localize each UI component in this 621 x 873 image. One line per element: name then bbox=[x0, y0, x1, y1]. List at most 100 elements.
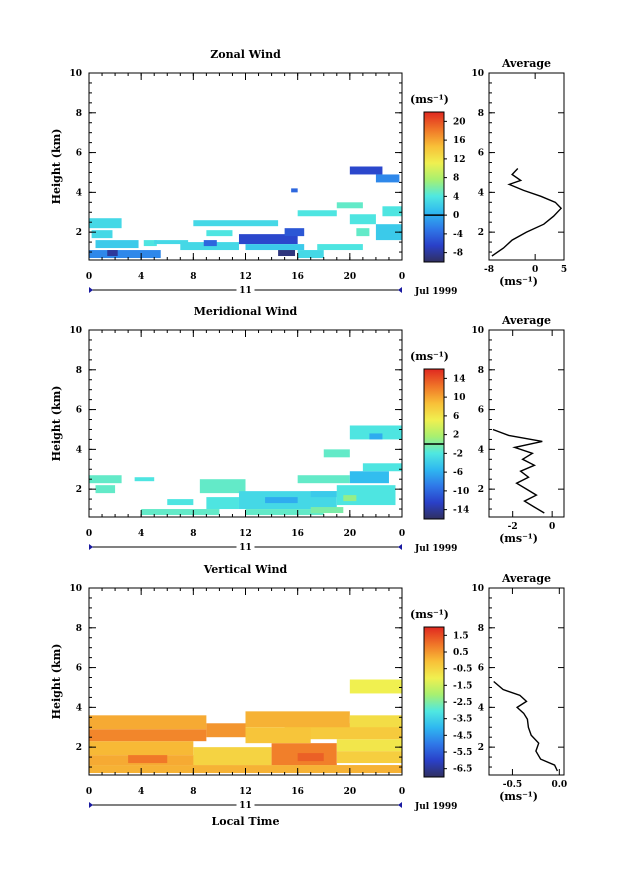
heatmap-cell bbox=[238, 234, 298, 245]
colorbar-tick-label: -8 bbox=[453, 249, 463, 259]
panel-title: Vertical Wind bbox=[203, 563, 288, 576]
heatmap-cell bbox=[95, 485, 116, 494]
average-y-tick-label: 8 bbox=[478, 366, 484, 376]
panel-3: Vertical Wind Height (km) 0 4 8 12 16 20 0 2 4 6 8 10… bbox=[50, 563, 567, 828]
heatmap-cell bbox=[317, 244, 363, 251]
y-tick-label: 6 bbox=[76, 664, 82, 674]
heatmap-cell bbox=[95, 240, 139, 249]
colorbar-tick-label: 2 bbox=[453, 431, 459, 441]
heatmap-cells bbox=[89, 679, 402, 774]
heatmap-cell bbox=[278, 248, 296, 257]
colorbar bbox=[423, 111, 445, 263]
colorbar-tick-label: 4 bbox=[453, 192, 459, 202]
colorbar-tick-label: 12 bbox=[453, 155, 466, 165]
colorbar-unit-label: (ms⁻¹) bbox=[410, 93, 449, 106]
x-tick-label: 12 bbox=[239, 272, 252, 282]
heatmap-cell bbox=[199, 479, 246, 494]
day-line-start-marker bbox=[89, 544, 93, 550]
heatmap-cell bbox=[91, 230, 113, 239]
colorbar-tick-label: -2.5 bbox=[453, 698, 472, 708]
heatmap-cell bbox=[265, 497, 298, 504]
average-profile-line bbox=[492, 428, 545, 514]
colorbar-tick-label: -1.5 bbox=[453, 681, 472, 691]
heatmap-cell bbox=[349, 679, 402, 694]
heatmap-cell bbox=[245, 727, 311, 744]
heatmap-cell bbox=[284, 228, 305, 237]
average-frame bbox=[488, 587, 565, 776]
heatmap-cell bbox=[206, 723, 246, 738]
heatmap-cell bbox=[89, 729, 207, 742]
average-y-tick-label: 4 bbox=[478, 188, 484, 198]
day-label-bg bbox=[236, 799, 255, 810]
x-tick-label: 0 bbox=[399, 529, 405, 539]
heatmap-cell bbox=[193, 747, 272, 766]
average-y-tick-label: 2 bbox=[478, 228, 484, 238]
heatmap-cell bbox=[203, 240, 217, 247]
colorbar-tick-label: 14 bbox=[453, 374, 466, 384]
colorbar-unit-label: (ms⁻¹) bbox=[410, 350, 449, 363]
y-tick-label: 10 bbox=[69, 584, 82, 594]
average-y-tick-label: 8 bbox=[478, 624, 484, 634]
heatmap-cell bbox=[245, 509, 324, 516]
x-tick-label: 0 bbox=[399, 787, 405, 797]
y-tick-label: 10 bbox=[69, 69, 82, 79]
x-tick-label: 4 bbox=[138, 787, 144, 797]
x-tick-label: 0 bbox=[86, 272, 92, 282]
y-axis-label: Height (km) bbox=[50, 129, 63, 205]
average-y-tick-label: 10 bbox=[471, 326, 484, 336]
colorbar-tick-label: -3.5 bbox=[453, 715, 472, 725]
x-tick-label: 4 bbox=[138, 272, 144, 282]
colorbar-tick-label: 1.5 bbox=[453, 631, 469, 641]
heatmap-cell bbox=[349, 715, 402, 728]
average-y-tick-label: 8 bbox=[478, 109, 484, 119]
heatmap-cell bbox=[291, 188, 298, 193]
colorbar-tick-label: -4.5 bbox=[453, 731, 472, 741]
heatmap-cell bbox=[89, 475, 122, 484]
heatmap-cell bbox=[336, 739, 402, 752]
average-frame bbox=[488, 329, 565, 518]
colorbar-tick-label: -2 bbox=[453, 449, 463, 459]
colorbar-unit-label: (ms⁻¹) bbox=[410, 608, 449, 621]
heatmap-cell bbox=[206, 497, 239, 510]
y-tick-label: 2 bbox=[76, 743, 82, 753]
average-y-tick-label: 4 bbox=[478, 703, 484, 713]
date-label: Jul 1999 bbox=[414, 544, 457, 554]
x-tick-label: 8 bbox=[190, 529, 196, 539]
heatmap-cell bbox=[349, 166, 383, 175]
heatmap-cell bbox=[310, 507, 344, 514]
heatmap-cell bbox=[375, 224, 402, 241]
colorbar-tick-label: 8 bbox=[453, 174, 459, 184]
y-tick-label: 2 bbox=[76, 485, 82, 495]
x-tick-label: 0 bbox=[86, 529, 92, 539]
y-tick-label: 4 bbox=[76, 188, 82, 198]
colorbar-tick-label: -0.5 bbox=[453, 665, 472, 675]
average-x-tick-label: 0.0 bbox=[551, 780, 567, 790]
colorbar-tick-label: -5.5 bbox=[453, 748, 472, 758]
colorbar-tick-label: 16 bbox=[453, 136, 466, 146]
average-y-tick-label: 4 bbox=[478, 445, 484, 455]
average-x-tick-label: 0 bbox=[532, 265, 538, 275]
colorbar-tick-label: -6.5 bbox=[453, 765, 472, 775]
heatmap-cell bbox=[382, 206, 402, 217]
x-tick-label: 4 bbox=[138, 529, 144, 539]
average-unit-label: (ms⁻¹) bbox=[499, 275, 538, 288]
heatmap-cell bbox=[323, 449, 350, 458]
y-axis-label: Height (km) bbox=[50, 386, 63, 462]
average-y-tick-label: 10 bbox=[471, 584, 484, 594]
heatmap-cell bbox=[349, 214, 376, 225]
heatmap-cell bbox=[89, 218, 122, 229]
day-line-start-marker bbox=[89, 802, 93, 808]
heatmap-cell bbox=[369, 433, 383, 440]
heatmap-cell bbox=[297, 475, 350, 484]
x-tick-label: 8 bbox=[190, 272, 196, 282]
heatmap-cell bbox=[245, 711, 350, 728]
date-label: Jul 1999 bbox=[414, 287, 457, 297]
colorbar-tick-label: -6 bbox=[453, 468, 463, 478]
y-tick-label: 10 bbox=[69, 326, 82, 336]
y-tick-label: 8 bbox=[76, 366, 82, 376]
heatmap-cell bbox=[375, 174, 400, 183]
y-tick-label: 4 bbox=[76, 445, 82, 455]
